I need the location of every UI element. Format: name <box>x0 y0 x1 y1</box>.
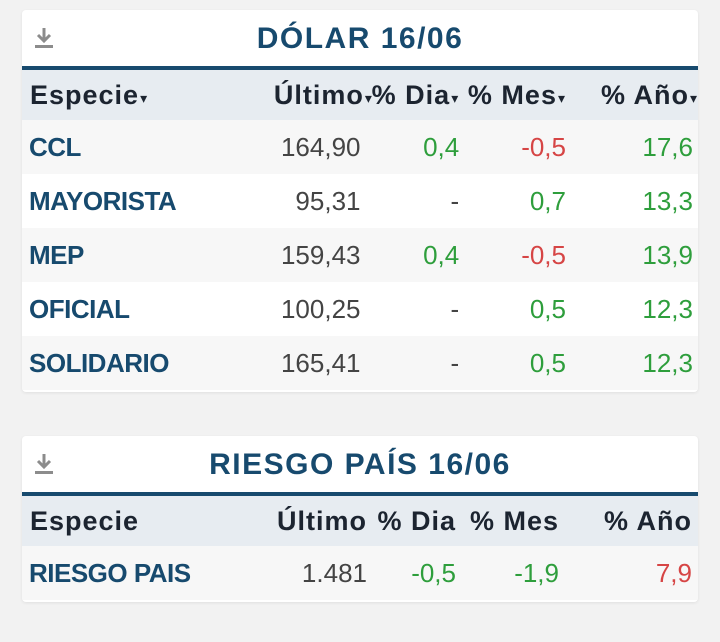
column-header-anio: % Año <box>604 505 692 536</box>
column-header-anio[interactable]: % Año▾ <box>600 79 698 110</box>
table-header-row: Especie Último % Dia % Mes % Año <box>22 496 698 546</box>
cell-anio: 17,6 <box>642 131 693 162</box>
cell-dia: -0,5 <box>411 557 456 588</box>
riesgo-title: RIESGO PAÍS 16/06 <box>209 448 511 481</box>
cell-ultimo: 159,43 <box>280 239 361 270</box>
dolar-table: Especie▾ Último▾ % Dia▾ % Mes▾ % Año▾ CC… <box>22 70 698 390</box>
column-header-mes: % Mes <box>469 505 559 536</box>
cell-dia: - <box>450 347 460 378</box>
cell-mes: 0,7 <box>529 185 566 216</box>
riesgo-card: RIESGO PAÍS 16/06 Especie Último % Dia %… <box>22 436 698 602</box>
cell-dia: - <box>450 185 460 216</box>
cell-especie: RIESGO PAIS <box>29 557 191 588</box>
cell-mes: -1,9 <box>514 557 559 588</box>
column-header-especie: Especie <box>30 505 140 536</box>
cell-especie: MAYORISTA <box>29 185 177 216</box>
riesgo-table: Especie Último % Dia % Mes % Año RIESGO … <box>22 496 698 600</box>
cell-especie: MEP <box>29 239 84 270</box>
column-header-especie[interactable]: Especie▾ <box>30 79 149 110</box>
cell-dia: 0,4 <box>423 239 460 270</box>
cell-ultimo: 164,90 <box>280 131 361 162</box>
cell-ultimo: 100,25 <box>280 293 361 324</box>
cell-especie: SOLIDARIO <box>29 347 169 378</box>
column-header-ultimo[interactable]: Último▾ <box>273 79 373 110</box>
table-row[interactable]: OFICIAL 100,25 - 0,5 12,3 <box>22 282 698 336</box>
sort-icon: ▾ <box>689 89 698 106</box>
cell-especie: OFICIAL <box>29 293 130 324</box>
sort-icon: ▾ <box>557 89 566 106</box>
cell-ultimo: 95,31 <box>295 185 361 216</box>
cell-anio: 12,3 <box>642 347 693 378</box>
table-row[interactable]: MAYORISTA 95,31 - 0,7 13,3 <box>22 174 698 228</box>
download-icon[interactable] <box>33 26 55 50</box>
column-header-dia: % Dia <box>377 505 456 536</box>
cell-anio: 12,3 <box>642 293 693 324</box>
table-row[interactable]: SOLIDARIO 165,41 - 0,5 12,3 <box>22 336 698 390</box>
cell-dia: 0,4 <box>423 131 460 162</box>
title-divider <box>22 66 698 70</box>
cell-ultimo: 1.481 <box>301 557 367 588</box>
dolar-card: DÓLAR 16/06 Especie▾ Último▾ % Dia▾ % Me… <box>22 10 698 392</box>
title-divider <box>22 492 698 496</box>
cell-anio: 7,9 <box>655 557 692 588</box>
sort-icon: ▾ <box>364 89 373 106</box>
column-header-mes[interactable]: % Mes▾ <box>467 79 566 110</box>
cell-dia: - <box>450 293 460 324</box>
dolar-title: DÓLAR 16/06 <box>256 22 464 55</box>
table-row[interactable]: RIESGO PAIS 1.481 -0,5 -1,9 7,9 <box>22 546 698 600</box>
cell-anio: 13,3 <box>642 185 693 216</box>
table-row[interactable]: CCL 164,90 0,4 -0,5 17,6 <box>22 120 698 174</box>
sort-icon: ▾ <box>451 89 460 106</box>
sort-icon: ▾ <box>140 89 149 106</box>
cell-mes: -0,5 <box>521 131 566 162</box>
riesgo-card-header: RIESGO PAÍS 16/06 <box>22 436 698 492</box>
table-row[interactable]: MEP 159,43 0,4 -0,5 13,9 <box>22 228 698 282</box>
cell-mes: -0,5 <box>521 239 566 270</box>
cell-especie: CCL <box>29 131 81 162</box>
column-header-ultimo: Último <box>277 505 367 536</box>
cell-ultimo: 165,41 <box>280 347 361 378</box>
cell-mes: 0,5 <box>529 347 566 378</box>
table-header-row: Especie▾ Último▾ % Dia▾ % Mes▾ % Año▾ <box>22 70 698 120</box>
cell-mes: 0,5 <box>529 293 566 324</box>
cell-anio: 13,9 <box>642 239 693 270</box>
column-header-dia[interactable]: % Dia▾ <box>371 79 460 110</box>
dolar-card-header: DÓLAR 16/06 <box>22 10 698 66</box>
download-icon[interactable] <box>33 452 55 476</box>
